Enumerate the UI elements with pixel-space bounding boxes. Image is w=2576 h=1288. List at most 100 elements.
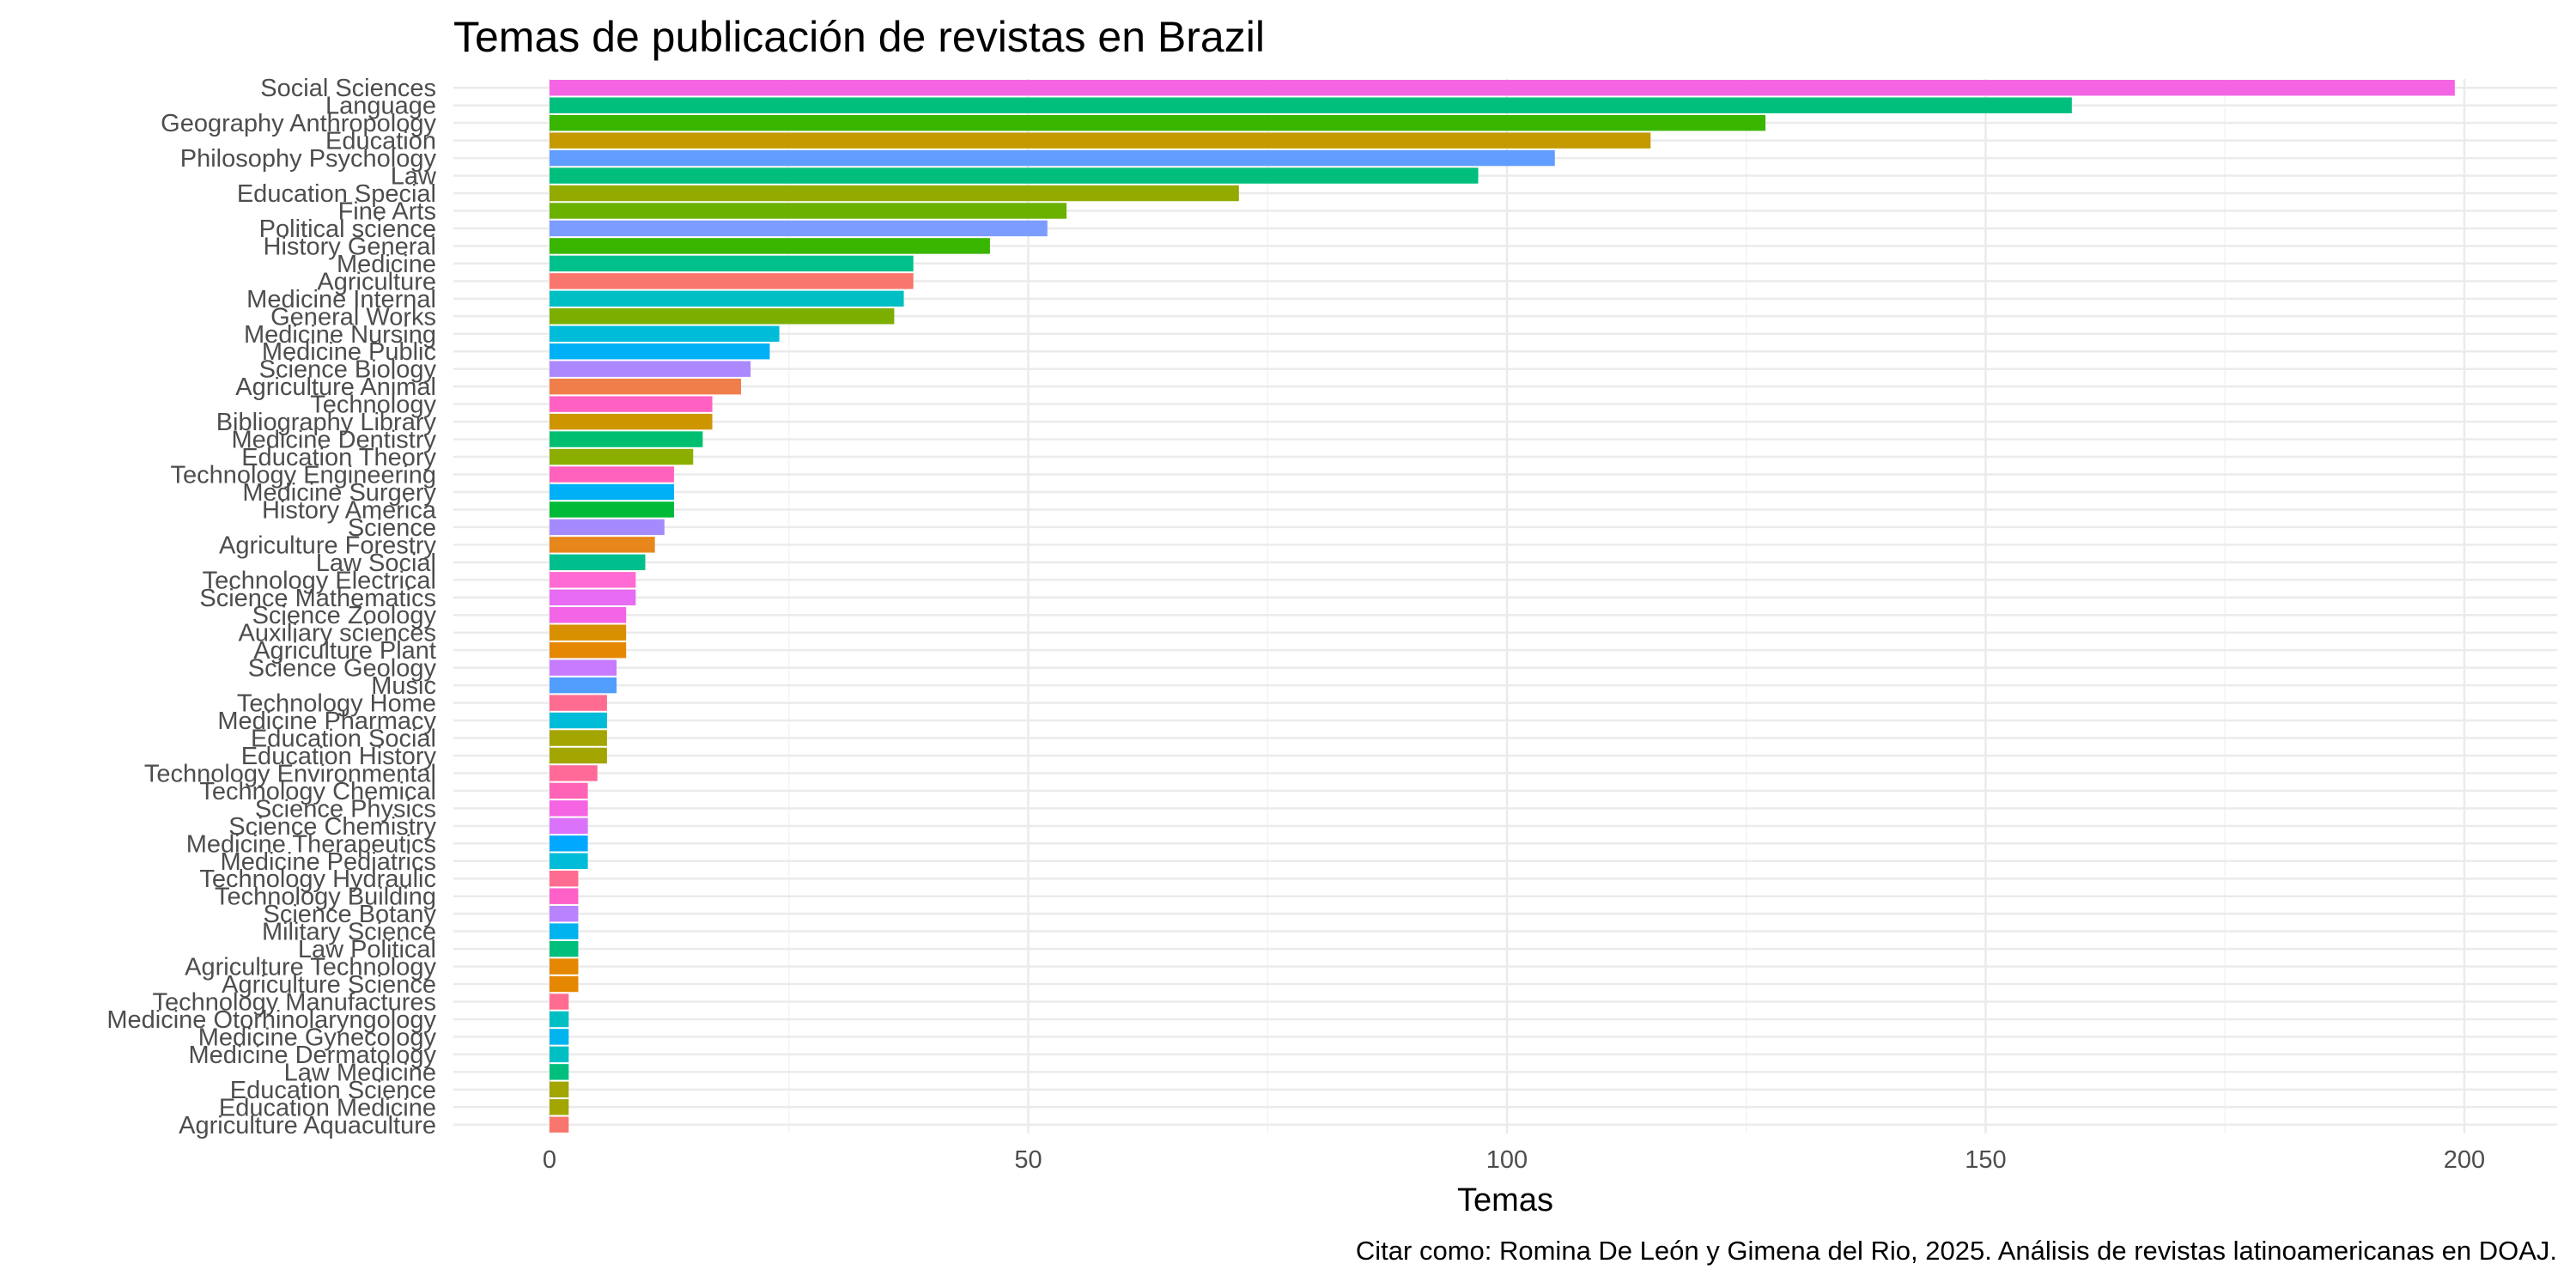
bar xyxy=(550,396,713,412)
y-tick-label: Language xyxy=(325,93,436,120)
bar xyxy=(550,203,1067,219)
y-tick-label: Technology xyxy=(310,392,436,419)
bar xyxy=(550,80,2455,96)
bar xyxy=(550,220,1048,237)
bar xyxy=(550,975,579,993)
bar xyxy=(550,958,579,975)
y-tick-label: Agriculture xyxy=(317,268,436,295)
bar xyxy=(550,255,914,272)
y-tick-label: Technology Manufactures xyxy=(153,989,436,1017)
x-tick-label: 100 xyxy=(1486,1146,1528,1174)
grid-lines xyxy=(453,79,2557,1133)
bar xyxy=(550,343,770,360)
bar xyxy=(550,325,780,342)
y-tick-label: Military Science xyxy=(262,919,436,946)
y-tick-label: Technology Hydraulic xyxy=(199,866,436,893)
bar xyxy=(550,1046,569,1063)
bars xyxy=(550,80,2455,1133)
bar xyxy=(550,800,588,817)
bar xyxy=(550,483,674,501)
y-tick-label: Medicine Therapeutics xyxy=(186,830,436,858)
bar xyxy=(550,659,617,676)
y-tick-label: Education Social xyxy=(251,726,436,753)
bar xyxy=(550,695,607,711)
bar xyxy=(550,1099,569,1115)
y-tick-label: Medicine Nursing xyxy=(244,321,436,349)
y-tick-label: Law Social xyxy=(316,550,436,577)
y-tick-label: Bibliography Library xyxy=(216,409,437,436)
y-tick-label: Political science xyxy=(259,216,436,243)
y-tick-label: Agriculture Forestry xyxy=(219,532,437,559)
bar xyxy=(550,448,694,465)
y-tick-label: Music xyxy=(371,672,436,700)
y-tick-label: Law Political xyxy=(298,936,436,963)
bar xyxy=(550,149,1555,167)
bar xyxy=(550,765,598,781)
y-tick-label: Medicine Otorhinolaryngology xyxy=(106,1006,436,1034)
bar xyxy=(550,1081,569,1098)
y-tick-label: Agriculture Animal xyxy=(235,374,436,401)
y-tick-label: Science Geology xyxy=(248,655,437,683)
bar xyxy=(550,413,713,430)
y-tick-label: History America xyxy=(262,496,437,524)
y-tick-label: Medicine Pharmacy xyxy=(217,708,436,735)
bar xyxy=(550,1011,569,1028)
y-tick-label: Medicine Gynecology xyxy=(198,1024,437,1051)
bar xyxy=(550,993,569,1010)
bar xyxy=(550,1116,569,1133)
bar xyxy=(550,466,674,483)
bar xyxy=(550,537,655,553)
bar xyxy=(550,501,674,518)
bar xyxy=(550,624,627,641)
y-tick-label: General Works xyxy=(270,303,436,331)
bar xyxy=(550,905,579,922)
bar xyxy=(550,730,607,746)
bar xyxy=(550,554,646,571)
bar xyxy=(550,607,627,623)
y-tick-label: Education Science xyxy=(230,1077,436,1104)
bar xyxy=(550,361,751,377)
y-tick-label: History General xyxy=(264,233,436,260)
y-tick-label: Science Zoology xyxy=(252,602,437,629)
bar xyxy=(550,572,636,588)
bar xyxy=(550,378,741,395)
y-tick-label: Auxiliary sciences xyxy=(239,620,436,647)
x-tick-label: 200 xyxy=(2444,1146,2485,1174)
bar xyxy=(550,677,617,694)
y-tick-label: Science Mathematics xyxy=(199,585,436,612)
bar xyxy=(550,308,895,325)
bar xyxy=(550,871,579,887)
bar xyxy=(550,712,607,729)
y-tick-label: Education Theory xyxy=(241,444,436,471)
y-tick-label: Science xyxy=(348,514,436,542)
bar xyxy=(550,641,627,659)
y-tick-label: Agriculture Science xyxy=(222,971,436,999)
x-tick-label: 50 xyxy=(1014,1146,1042,1174)
bar xyxy=(550,97,2072,113)
y-tick-label: Technology Home xyxy=(237,690,436,718)
bar xyxy=(550,185,1239,202)
bar xyxy=(550,273,914,289)
y-tick-label: Education Special xyxy=(237,180,436,208)
y-tick-label: Medicine Pediatrics xyxy=(221,848,436,876)
bar xyxy=(550,853,588,869)
chart-caption: Citar como: Romina De León y Gimena del … xyxy=(1356,1236,2557,1266)
x-tick-label: 0 xyxy=(543,1146,556,1174)
y-tick-label: Medicine Public xyxy=(262,338,436,366)
y-tick-label: Medicine Dermatology xyxy=(188,1042,436,1069)
bar xyxy=(550,519,665,536)
bar xyxy=(550,817,588,835)
y-tick-label: Technology Electrical xyxy=(203,567,436,594)
x-tick-label: 150 xyxy=(1965,1146,2006,1174)
y-tick-label: Geography Anthropology xyxy=(161,110,436,137)
bar xyxy=(550,1064,569,1080)
bar xyxy=(550,132,1651,149)
y-tick-label: Technology Building xyxy=(215,884,436,911)
bar xyxy=(550,114,1766,131)
y-tick-label: Science Chemistry xyxy=(228,813,436,841)
y-tick-label: Medicine Internal xyxy=(246,286,436,313)
bar xyxy=(550,1029,569,1045)
y-tick-label: Medicine Surgery xyxy=(242,479,436,507)
